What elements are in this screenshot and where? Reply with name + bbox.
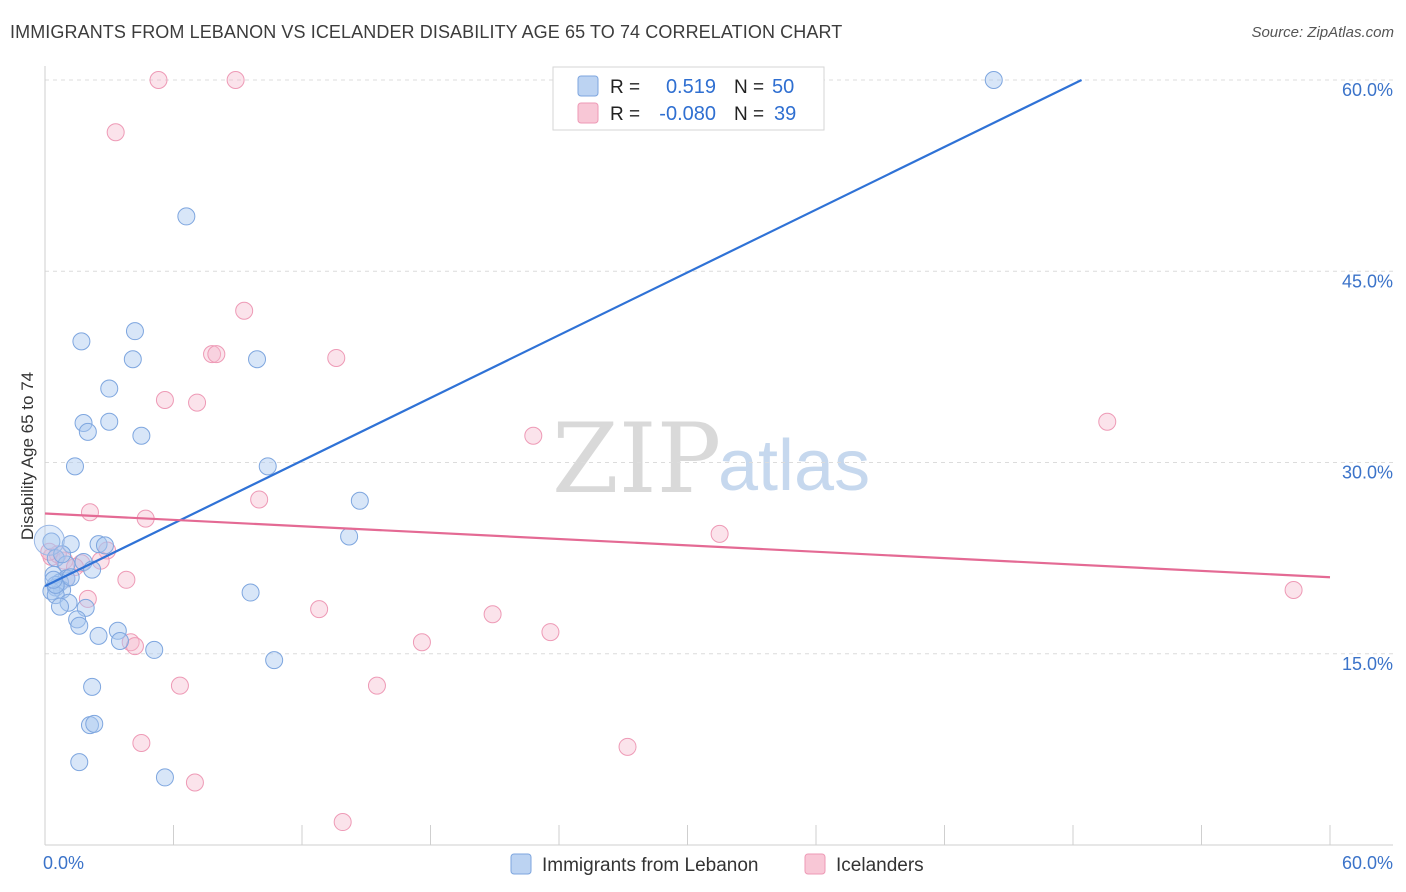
lebanon-point-48 — [95, 536, 114, 555]
lebanon-point-33 — [70, 616, 89, 635]
legend-n-value-blue: 50 — [772, 76, 794, 98]
icelanders-point-25 — [1284, 581, 1303, 599]
icelanders-point-27 — [412, 633, 431, 652]
lebanon-point-36 — [110, 632, 129, 650]
lebanon-point-40 — [83, 677, 102, 696]
lebanon-point-29 — [59, 593, 78, 612]
lebanon-point-43 — [70, 753, 89, 772]
lebanon-point-35 — [89, 626, 108, 645]
icelanders-trend-line — [44, 512, 1331, 579]
icelanders-point-3 — [235, 301, 254, 320]
icelanders-point-11 — [250, 490, 269, 509]
icelanders-point-35 — [333, 813, 352, 832]
x-tick-label-min: 0.0% — [43, 853, 84, 873]
series-legend-swatch-lebanon — [510, 853, 532, 875]
legend-swatch-pink — [577, 102, 599, 124]
icelanders-point-8 — [188, 393, 207, 412]
lebanon-point-2 — [125, 322, 144, 341]
lebanon-point-0 — [984, 71, 1003, 89]
icelanders-point-20 — [117, 570, 136, 589]
icelanders-point-34 — [185, 773, 204, 792]
y-tick-label-45: 45.0% — [1342, 271, 1393, 291]
icelanders-point-33 — [618, 737, 637, 756]
icelanders-point-0 — [149, 71, 168, 89]
series-legend-swatch-icelanders — [804, 853, 826, 875]
lebanon-point-44 — [155, 768, 174, 787]
legend-n-label-blue: N = — [734, 77, 764, 98]
legend-r-label-pink: R = — [610, 104, 640, 125]
legend-r-value-pink: -0.080 — [659, 103, 716, 125]
lebanon-point-5 — [248, 350, 267, 369]
lebanon-point-1 — [177, 207, 196, 226]
icelanders-point-12 — [80, 503, 99, 522]
lebanon-point-10 — [132, 426, 151, 445]
legend-r-value-blue: 0.519 — [666, 76, 716, 98]
lebanon-point-7 — [74, 413, 93, 432]
icelanders-point-24 — [483, 605, 502, 624]
icelanders-point-1 — [226, 71, 245, 89]
y-tick-label-15: 15.0% — [1342, 654, 1393, 674]
icelanders-point-32 — [132, 734, 151, 752]
lebanon-point-3 — [72, 332, 91, 351]
watermark: ZIP atlas — [552, 403, 870, 515]
lebanon-trend-line — [44, 79, 1083, 588]
lebanon-point-6 — [100, 379, 119, 398]
lebanon-point-8 — [100, 412, 119, 431]
icelanders-point-6 — [327, 348, 346, 367]
lebanon-point-39 — [265, 651, 284, 670]
lebanon-point-12 — [258, 457, 277, 476]
icelanders-point-30 — [170, 676, 189, 695]
correlation-legend: R = 0.519 N = 50 R = -0.080 N = 39 — [552, 66, 825, 131]
lebanon-point-13 — [350, 491, 369, 510]
x-axis-ticks — [173, 825, 1331, 845]
source-label: Source: ZipAtlas.com — [1251, 24, 1394, 41]
legend-r-label-blue: R = — [610, 77, 640, 98]
lebanon-point-9 — [78, 422, 97, 441]
icelanders-point-23 — [310, 600, 329, 619]
lebanon-point-37 — [145, 640, 164, 659]
icelanders-point-26 — [541, 623, 560, 642]
y-axis-label: Disability Age 65 to 74 — [18, 372, 37, 540]
x-tick-label-max: 60.0% — [1342, 853, 1393, 873]
series-legend-label-lebanon: Immigrants from Lebanon — [542, 855, 759, 876]
icelanders-point-4 — [203, 345, 222, 364]
lebanon-point-38 — [241, 583, 260, 602]
legend-n-value-pink: 39 — [774, 103, 796, 125]
y-tick-labels: 15.0% 30.0% 45.0% 60.0% — [1342, 80, 1393, 674]
legend-swatch-blue — [577, 75, 599, 97]
watermark-atlas: atlas — [718, 426, 870, 506]
series-legend: Immigrants from Lebanon Icelanders — [510, 853, 924, 876]
lebanon-point-4 — [123, 350, 142, 369]
lebanon-point-17 — [89, 535, 108, 554]
icelanders-point-22 — [78, 589, 97, 608]
y-tick-label-60: 60.0% — [1342, 80, 1393, 100]
legend-n-label-pink: N = — [734, 104, 764, 125]
icelanders-point-5 — [207, 345, 226, 364]
icelanders-point-29 — [125, 637, 144, 656]
icelanders-point-2 — [106, 123, 125, 142]
series-legend-label-icelanders: Icelanders — [836, 855, 924, 876]
lebanon-point-14 — [340, 527, 359, 546]
trend-lines — [44, 79, 1331, 588]
icelanders-point-7 — [155, 391, 174, 410]
watermark-zip: ZIP — [552, 403, 721, 515]
lebanon-point-32 — [68, 610, 87, 629]
lebanon-point-15 — [42, 532, 61, 551]
lebanon-point-30 — [50, 597, 69, 616]
icelanders-point-9 — [524, 426, 543, 445]
y-tick-label-30: 30.0% — [1342, 463, 1393, 483]
icelanders-point-31 — [367, 676, 386, 695]
chart-title: IMMIGRANTS FROM LEBANON VS ICELANDER DIS… — [10, 22, 843, 42]
lebanon-point-11 — [65, 457, 84, 476]
icelanders-point-14 — [710, 524, 729, 543]
icelanders-point-10 — [1098, 412, 1117, 431]
icelanders-points — [40, 71, 1303, 832]
lebanon-points — [33, 71, 1003, 787]
lebanon-point-42 — [85, 714, 104, 733]
lebanon-point-cluster — [33, 524, 65, 556]
gridlines — [45, 79, 1393, 655]
